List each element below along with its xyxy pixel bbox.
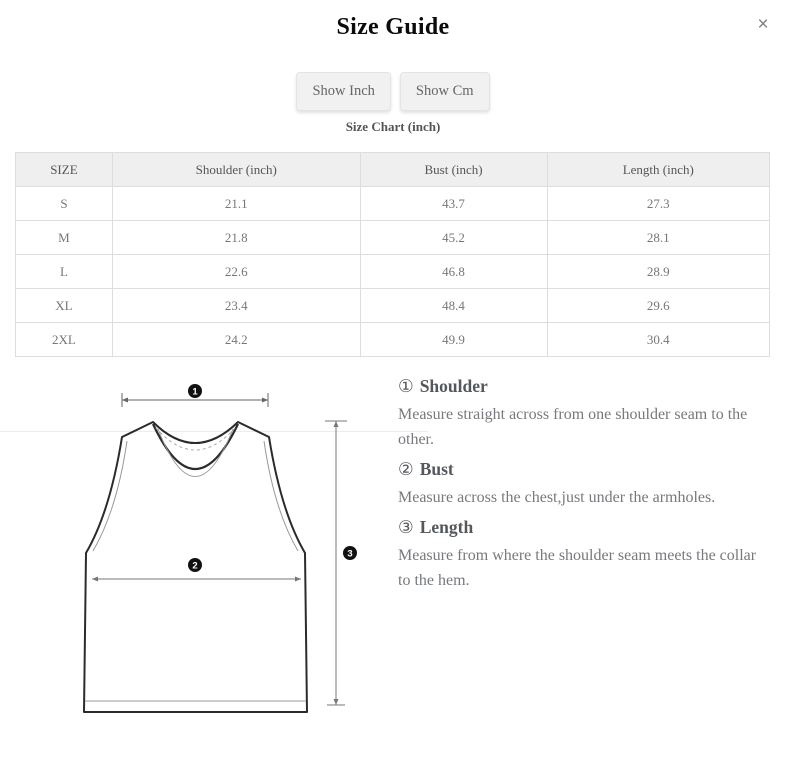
column-header: SIZE (15, 152, 113, 187)
circled-number-icon: ② (398, 459, 414, 479)
table-row: XL 23.4 48.4 29.6 (15, 288, 771, 323)
value-cell: 28.1 (546, 220, 771, 255)
instruction-text: Measure across the chest,just under the … (398, 489, 716, 506)
size-cell: S (15, 186, 113, 221)
instruction-heading: ② Bust (398, 457, 770, 481)
value-cell: 30.4 (546, 322, 771, 357)
circled-number-icon: ③ (398, 517, 414, 537)
column-header: Length (inch) (546, 152, 771, 187)
value-cell: 24.2 (111, 322, 361, 357)
circled-number-icon: ① (398, 376, 414, 396)
instruction-heading: ① Shoulder (398, 374, 770, 398)
table-header-row: SIZE Shoulder (inch) Bust (inch) Length (in… (15, 152, 771, 187)
value-cell: 21.1 (111, 186, 361, 221)
shoulder-measure-line (121, 393, 269, 407)
svg-text:3: 3 (347, 549, 352, 560)
svg-text:1: 1 (192, 387, 198, 398)
value-cell: 22.6 (111, 254, 361, 289)
column-header: Bust (inch) (359, 152, 548, 187)
value-cell: 27.3 (546, 186, 771, 221)
value-cell: 23.4 (111, 288, 361, 323)
badge-1: 1 (188, 384, 202, 398)
instruction-text: Measure from where the shoulder seam mee… (398, 547, 757, 589)
value-cell: 46.8 (359, 254, 548, 289)
value-cell: 49.9 (359, 322, 548, 357)
length-measure-line (325, 420, 347, 706)
table-row: L 22.6 46.8 28.9 (15, 254, 771, 289)
value-cell: 45.2 (359, 220, 548, 255)
value-cell: 28.9 (546, 254, 771, 289)
instructions: ① Shoulder Measure straight across from on… (398, 374, 770, 598)
value-cell: 29.6 (546, 288, 771, 323)
background-divider (0, 431, 428, 432)
badge-3: 3 (343, 546, 357, 560)
unit-toggle: Show Inch Show Cm (0, 72, 786, 111)
svg-text:2: 2 (192, 561, 197, 572)
size-cell: XL (15, 288, 113, 323)
value-cell: 43.7 (359, 186, 548, 221)
instruction-heading: ③ Length (398, 515, 770, 539)
value-cell: 21.8 (111, 220, 361, 255)
tank-top-outline (83, 421, 308, 713)
size-cell: M (15, 220, 113, 255)
page-title: Size Guide (336, 14, 450, 40)
show-cm-button[interactable]: Show Cm (399, 72, 490, 111)
instruction-title: Shoulder (419, 376, 488, 396)
instruction-title: Bust (419, 459, 454, 479)
size-chart-subtitle: Size Chart (inch) (345, 119, 441, 134)
tank-top-diagram: 1 2 3 (83, 384, 357, 713)
value-cell: 48.4 (359, 288, 548, 323)
badge-2: 2 (188, 558, 202, 572)
table-row: 2XL 24.2 49.9 30.4 (15, 322, 771, 357)
table-row: S 21.1 43.7 27.3 (15, 186, 771, 221)
instruction-text: Measure straight across from one shoulde… (398, 406, 748, 448)
bust-measure-line (92, 576, 301, 582)
size-cell: L (15, 254, 113, 289)
size-cell: 2XL (15, 322, 113, 357)
size-table: SIZE Shoulder (inch) Bust (inch) Length (in… (15, 152, 771, 357)
instruction-title: Length (419, 517, 474, 537)
size-table-body: S 21.1 43.7 27.3 M 21.8 45.2 28.1 L 22.6 46.8 28.9 X… (15, 186, 771, 357)
table-row: M 21.8 45.2 28.1 (15, 220, 771, 255)
show-inch-button[interactable]: Show Inch (296, 72, 391, 111)
column-header: Shoulder (inch) (111, 152, 361, 187)
close-icon[interactable]: × (757, 14, 769, 35)
